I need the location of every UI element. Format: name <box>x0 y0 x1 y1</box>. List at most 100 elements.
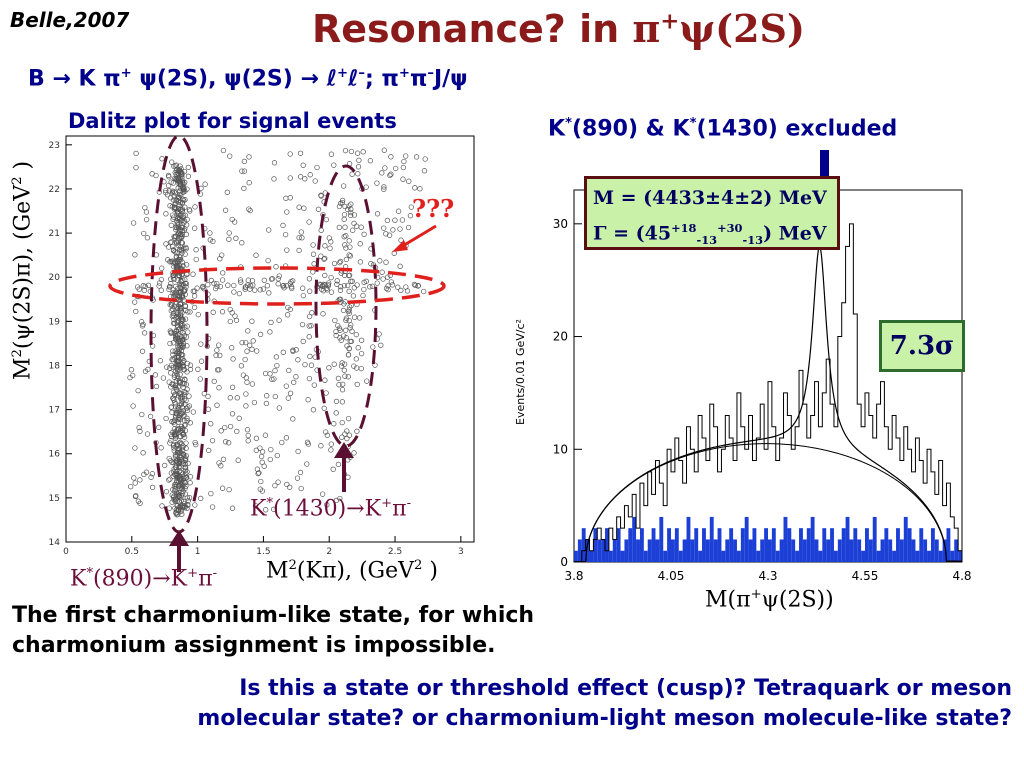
dalitz-point <box>163 211 169 217</box>
dalitz-point <box>245 277 251 283</box>
dalitz-point <box>201 390 207 397</box>
excluded-label: K*(890) & K*(1430) excluded <box>548 116 897 141</box>
dalitz-ytick-label: 17 <box>49 406 60 416</box>
dalitz-point <box>304 461 310 467</box>
dalitz-point <box>272 393 278 400</box>
dalitz-point <box>383 259 389 265</box>
background-bar <box>872 516 877 562</box>
dalitz-point <box>293 347 299 353</box>
dalitz-point <box>181 452 187 458</box>
dalitz-point <box>372 362 378 368</box>
dalitz-point <box>280 282 287 289</box>
dalitz-point <box>266 227 272 233</box>
dalitz-point <box>243 375 249 381</box>
dalitz-point <box>251 399 258 406</box>
dalitz-point <box>182 389 188 395</box>
dalitz-point <box>260 286 267 292</box>
dalitz-point <box>340 183 347 189</box>
decay-part: ψ(2S), ψ(2S) → ℓ <box>131 66 337 92</box>
conclusion-line-2: charmonium assignment is impossible. <box>12 633 496 658</box>
dalitz-point <box>341 211 348 218</box>
dalitz-point <box>239 168 245 174</box>
dalitz-point <box>296 204 302 210</box>
dalitz-point <box>177 341 183 347</box>
dalitz-point <box>331 260 338 267</box>
dalitz-point <box>395 208 402 214</box>
dalitz-point <box>252 502 259 509</box>
dalitz-point <box>234 428 240 435</box>
dalitz-point <box>286 367 292 374</box>
dalitz-point <box>246 180 252 186</box>
dalitz-point <box>159 156 165 162</box>
dalitz-point <box>275 276 281 282</box>
background-bar <box>810 516 815 562</box>
dalitz-point <box>167 340 173 347</box>
dalitz-point <box>263 507 269 513</box>
dalitz-point <box>353 331 359 338</box>
dalitz-point <box>172 175 178 181</box>
dalitz-point <box>283 383 289 389</box>
dalitz-point <box>133 150 139 157</box>
dalitz-frame <box>65 135 475 543</box>
label-sup: - <box>212 566 218 581</box>
background-bar <box>632 516 637 562</box>
background-bar <box>605 528 609 562</box>
background-bar <box>705 539 710 562</box>
dalitz-point <box>193 256 199 263</box>
mass-spectrum-chart: 0 10 20 30 3.8 4.05 4.3 4.55 4.8 <box>553 150 972 583</box>
dalitz-point <box>163 187 169 194</box>
dalitz-ytick-label: 22 <box>49 185 60 195</box>
background-bar <box>721 550 726 562</box>
dalitz-point <box>186 206 193 213</box>
dalitz-point <box>225 282 231 288</box>
dalitz-point <box>144 235 151 241</box>
dalitz-point <box>170 290 176 296</box>
dalitz-ytick-label: 21 <box>49 229 60 239</box>
dalitz-point <box>176 257 183 263</box>
dalitz-point <box>319 491 326 497</box>
dalitz-point <box>299 321 306 328</box>
dalitz-point <box>347 253 354 259</box>
dalitz-point <box>175 483 181 489</box>
background-bar <box>791 539 796 562</box>
dalitz-point <box>247 283 254 289</box>
decay-part: J/ψ <box>433 66 468 92</box>
background-bar <box>930 528 935 562</box>
dalitz-point <box>175 318 182 324</box>
dalitz-point <box>273 264 279 270</box>
dalitz-point <box>183 381 190 388</box>
dalitz-point <box>346 203 352 209</box>
dalitz-point <box>322 243 328 249</box>
dalitz-point <box>336 382 342 388</box>
dalitz-point <box>339 387 346 393</box>
dalitz-point <box>336 259 343 266</box>
dalitz-point <box>178 457 184 464</box>
dalitz-point <box>264 283 271 289</box>
dalitz-point <box>156 280 163 286</box>
dalitz-point <box>297 174 304 180</box>
dalitz-point <box>343 315 350 321</box>
dalitz-point <box>175 348 181 355</box>
dalitz-point <box>323 216 329 223</box>
dalitz-point <box>182 464 188 470</box>
dalitz-point <box>328 447 334 453</box>
dalitz-point <box>175 193 181 199</box>
dalitz-point <box>156 283 162 289</box>
dalitz-point <box>132 480 138 486</box>
dalitz-point <box>348 338 355 345</box>
dalitz-point <box>310 407 317 413</box>
dalitz-point <box>175 242 181 249</box>
dalitz-point <box>144 431 151 437</box>
dalitz-point <box>217 256 223 262</box>
dalitz-point <box>355 345 361 351</box>
background-bar <box>709 516 714 562</box>
dalitz-point <box>179 206 185 212</box>
background-bar <box>698 550 703 562</box>
dalitz-point <box>374 280 380 286</box>
dalitz-point <box>139 348 146 354</box>
background-bar <box>903 516 908 562</box>
decay-sup: + <box>398 66 410 81</box>
k890-arrowhead <box>169 530 189 546</box>
dalitz-point <box>173 386 179 392</box>
dalitz-point <box>198 495 204 502</box>
